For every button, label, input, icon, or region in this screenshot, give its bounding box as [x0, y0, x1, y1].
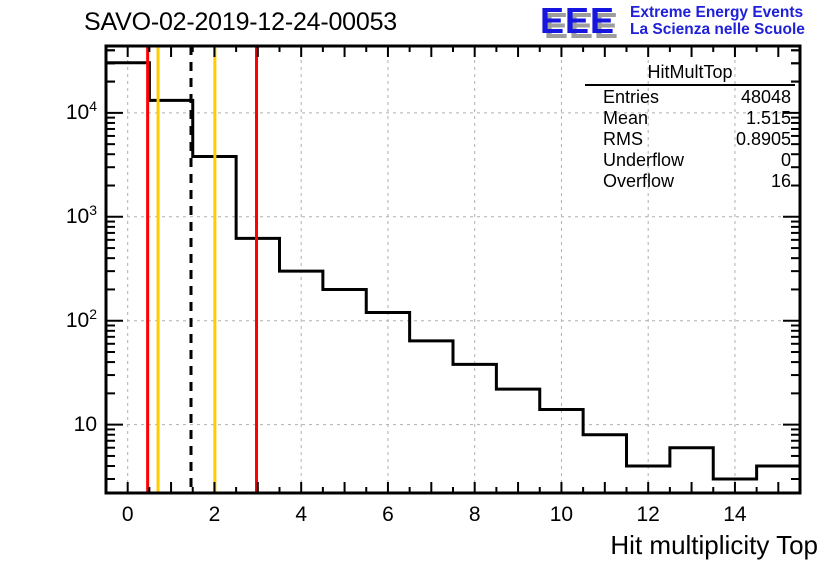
x-tick-label: 0: [121, 503, 134, 526]
page-title: SAVO-02-2019-12-24-00053: [84, 8, 397, 36]
stats-row-label: Overflow: [603, 171, 675, 191]
stats-row-label: Mean: [603, 108, 649, 128]
stats-row-label: RMS: [603, 129, 643, 149]
eee-logo-line-1: Extreme Energy Events: [630, 4, 804, 21]
stats-box-title: HitMultTop: [585, 62, 795, 86]
x-tick-label: 14: [723, 503, 747, 526]
x-tick-label: 8: [468, 503, 481, 526]
stats-row-mean: Mean 1.515: [585, 108, 795, 129]
x-tick-label: 12: [636, 503, 660, 526]
axis-frame: [104, 44, 802, 495]
stats-row-value: 1.515: [745, 108, 791, 128]
y-tick-label: 102: [65, 305, 97, 332]
plot-area-background: [106, 46, 800, 493]
stats-row-label: Underflow: [603, 150, 685, 170]
stats-row-value: 0: [780, 150, 791, 170]
x-axis-title: Hit multiplicity Top: [610, 530, 818, 560]
stats-row-underflow: Underflow 0: [585, 150, 795, 171]
eee-logo-line-2: La Scienza nelle Scuole: [630, 21, 805, 38]
x-tick-label: 10: [549, 503, 574, 526]
eee-logo-mark: EEE: [540, 0, 616, 41]
x-tick-label: 6: [382, 503, 394, 526]
x-tick-label: 4: [295, 503, 308, 526]
eee-logo-shadow: EEE: [544, 5, 620, 46]
stats-box: HitMultTop Entries 48048 Mean 1.515 RMS 0.890…: [585, 62, 795, 192]
stats-row-label: Entries: [603, 87, 660, 107]
stats-row-rms: RMS 0.8905: [585, 129, 795, 150]
marker-lines: [146, 46, 259, 493]
x-tick-label: 2: [208, 503, 221, 526]
stats-row-value: 0.8905: [735, 129, 791, 149]
stats-row-overflow: Overflow 16: [585, 171, 795, 192]
stats-row-value: 48048: [740, 87, 791, 107]
y-tick-label: 104: [65, 97, 97, 124]
y-tick-label: 103: [65, 201, 97, 228]
stats-row-value: 16: [770, 171, 791, 191]
eee-logo: EEE EEE Extreme Energy Events La Scienza…: [540, 0, 832, 46]
stats-box-rows: Entries 48048 Mean 1.515 RMS 0.8905 Underflow 0…: [585, 87, 795, 192]
stats-row-entries: Entries 48048: [585, 87, 795, 108]
y-tick-label: 10: [73, 412, 97, 436]
